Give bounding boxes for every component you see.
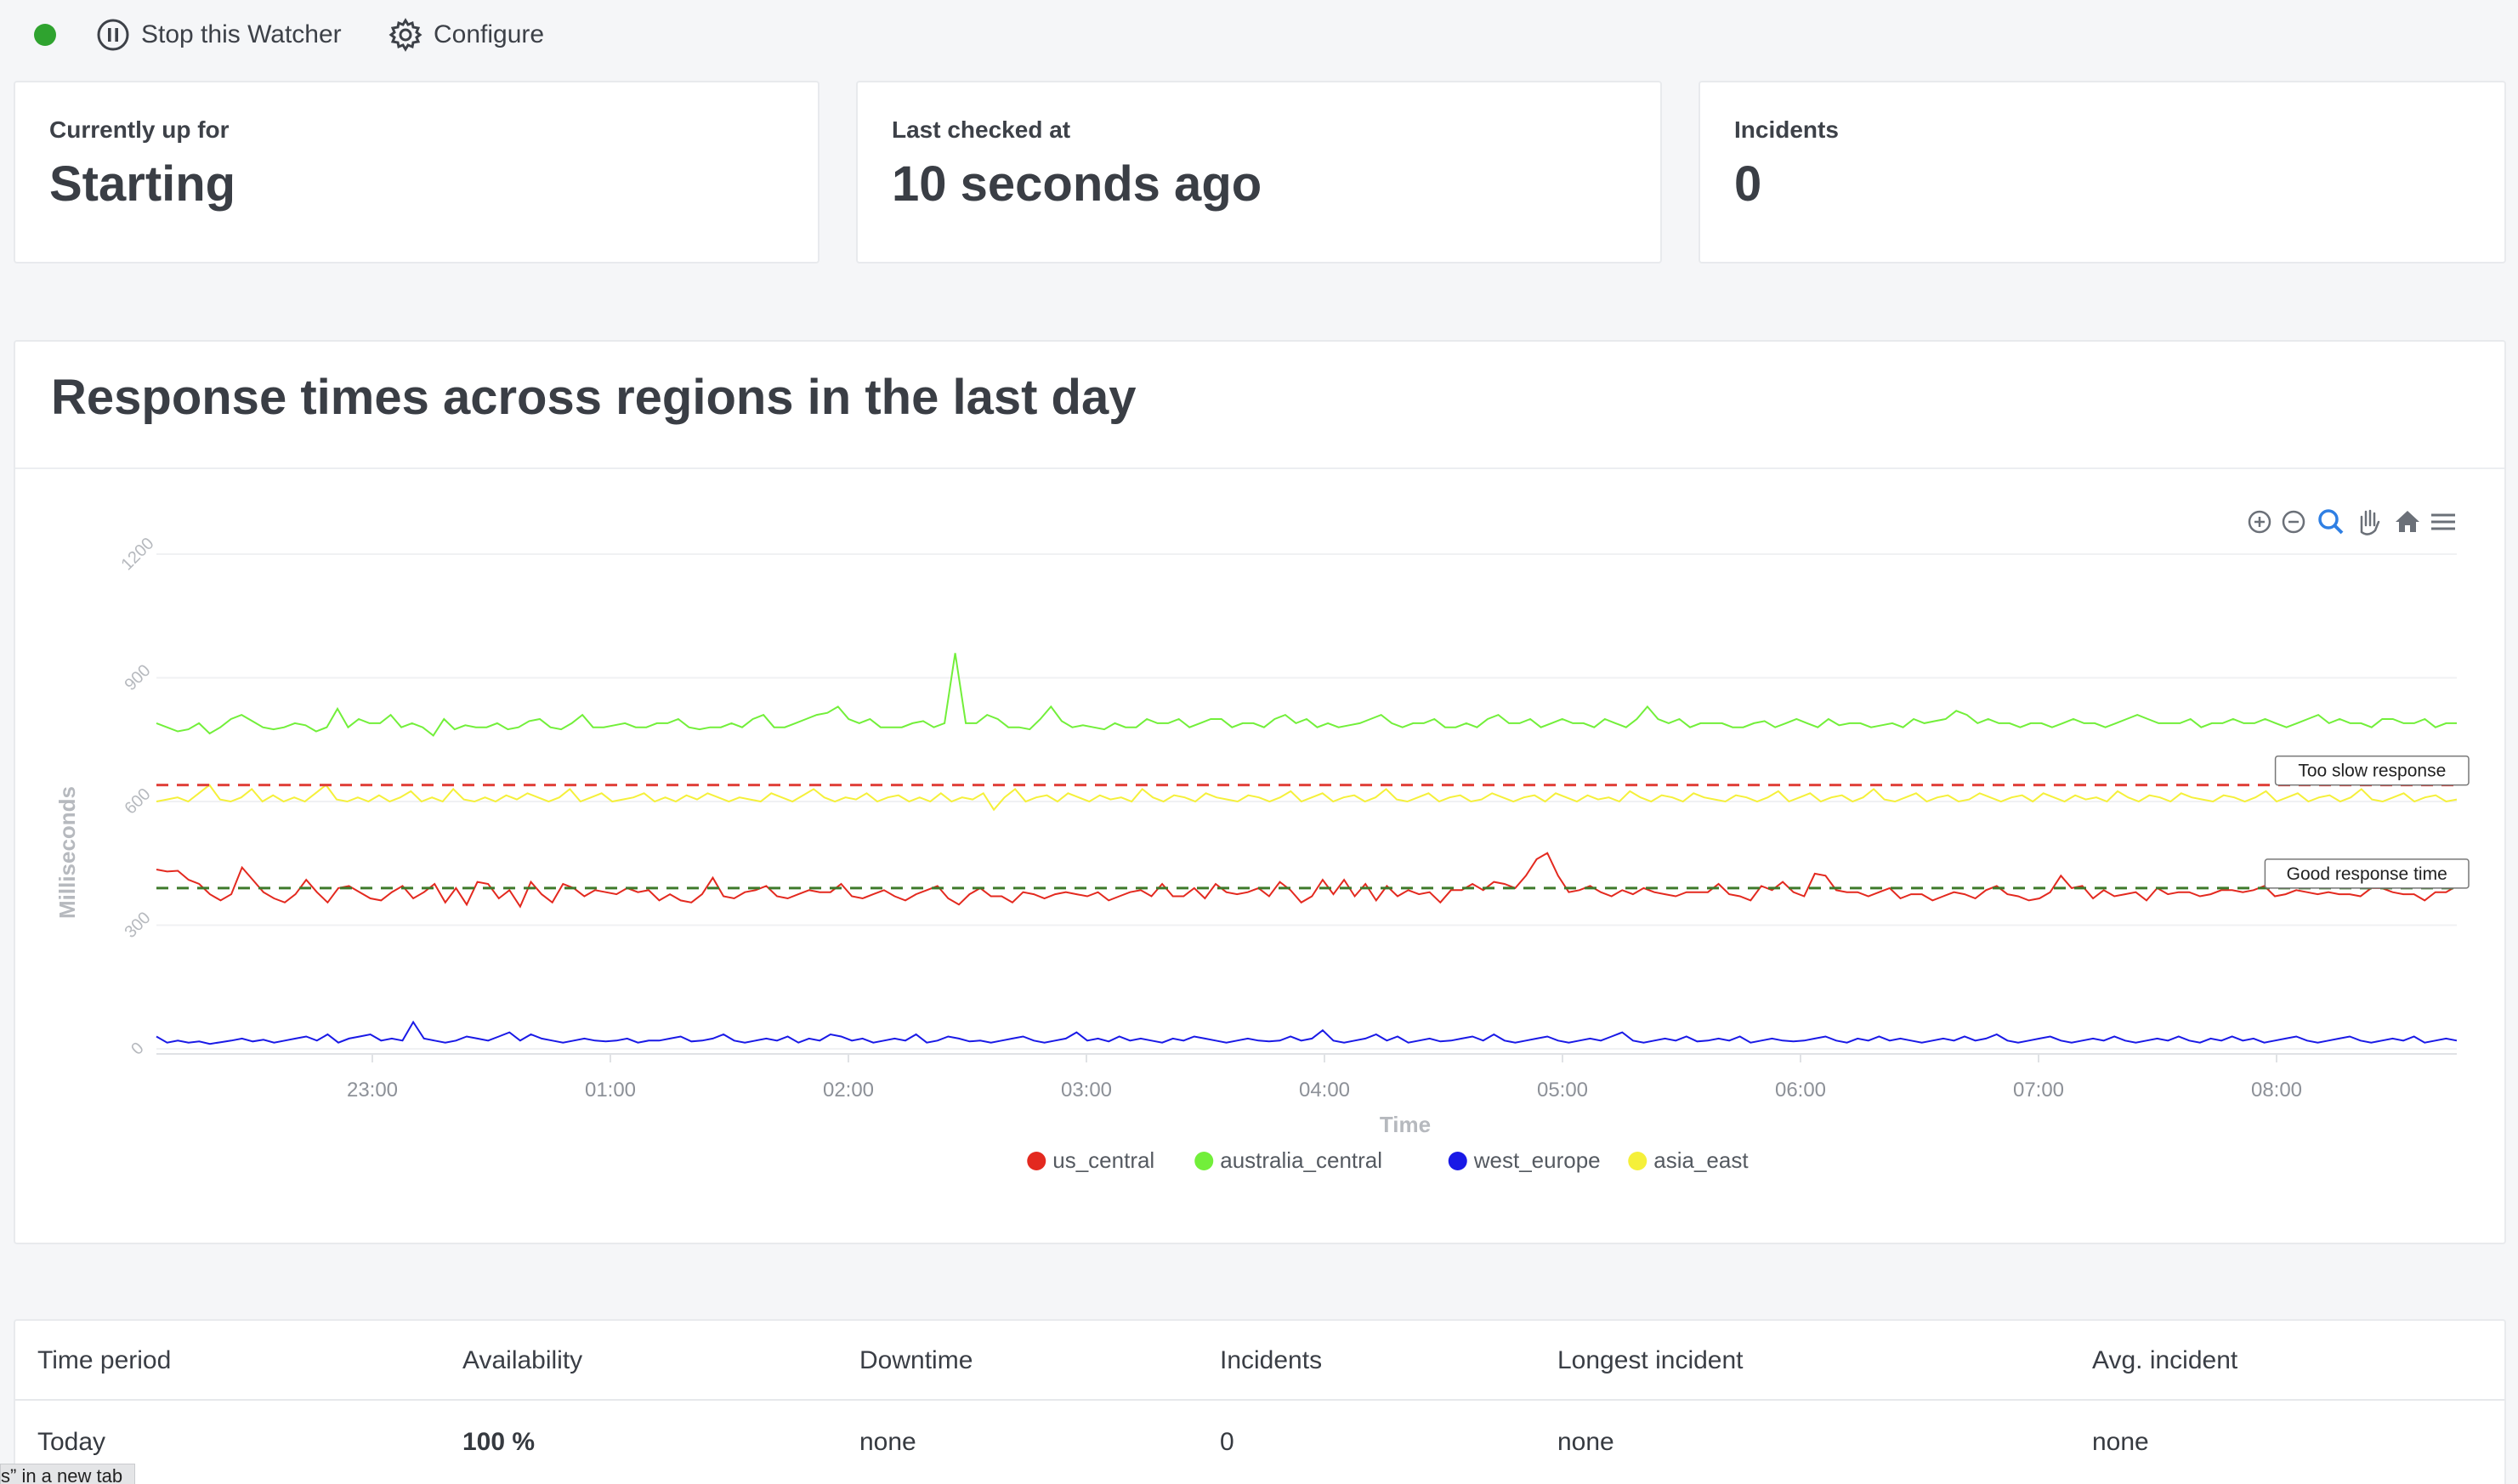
threshold-label-box xyxy=(2274,755,2470,786)
header-availability: Availability xyxy=(462,1346,583,1374)
availability-table: Time period Availability Downtime Incide… xyxy=(14,1319,2506,1484)
table-header-row: Time period Availability Downtime Incide… xyxy=(15,1321,2504,1401)
gear-icon xyxy=(388,18,423,52)
x-tick-label: 07:00 xyxy=(2013,1079,2064,1102)
response-times-card: Response times across regions in the las… xyxy=(14,340,2506,1244)
y-axis-title: Milliseconds xyxy=(54,786,80,919)
status-bar-tooltip: s” in a new tab xyxy=(0,1464,136,1484)
series-line-australia_central xyxy=(156,653,2457,737)
series-line-us_central xyxy=(156,852,2458,909)
legend-marker-us_central[interactable] xyxy=(1027,1152,1046,1170)
threshold-label: Too slow response xyxy=(2298,762,2446,781)
x-tick-label: 03:00 xyxy=(1061,1079,1112,1102)
uptime-label: Currently up for xyxy=(49,116,230,143)
x-tick-label: 02:00 xyxy=(823,1079,874,1102)
x-tick-label: 06:00 xyxy=(1775,1079,1826,1102)
status-indicator xyxy=(34,24,56,46)
legend-marker-australia_central[interactable] xyxy=(1194,1152,1214,1170)
legend-item-us_central[interactable]: us_central xyxy=(1052,1147,1154,1173)
y-tick-label: 0 xyxy=(128,1039,147,1058)
reset-home-icon[interactable] xyxy=(2396,511,2419,532)
chart-title: Response times across regions in the las… xyxy=(51,370,1137,425)
x-tick-label: 08:00 xyxy=(2251,1079,2302,1102)
header-downtime: Downtime xyxy=(859,1346,973,1374)
incidents-card: Incidents 0 xyxy=(1699,81,2506,263)
y-tick-label: 900 xyxy=(121,661,154,694)
series-line-asia_east xyxy=(156,784,2458,812)
cell-incidents: 0 xyxy=(1220,1428,1234,1456)
cell-downtime: none xyxy=(859,1428,916,1456)
configure-label: Configure xyxy=(434,20,545,48)
pan-icon[interactable] xyxy=(2360,509,2380,535)
stop-watcher-button[interactable]: Stop this Watcher xyxy=(95,15,342,54)
y-tick-label: 600 xyxy=(121,784,154,818)
x-tick-label: 23:00 xyxy=(347,1079,398,1102)
incidents-value: 0 xyxy=(1734,156,1762,212)
selection-zoom-icon[interactable] xyxy=(2318,509,2344,535)
header-longest-incident: Longest incident xyxy=(1557,1346,1744,1374)
legend-marker-asia_east[interactable] xyxy=(1628,1152,1647,1170)
table-row: Today 100 % none 0 none none xyxy=(15,1402,2504,1484)
stop-watcher-label: Stop this Watcher xyxy=(141,20,342,48)
header-avg-incident: Avg. incident xyxy=(2092,1346,2238,1374)
legend-item-asia_east[interactable]: asia_east xyxy=(1653,1147,1749,1173)
x-tick-label: 05:00 xyxy=(1537,1079,1588,1102)
legend-item-west_europe[interactable]: west_europe xyxy=(1473,1147,1601,1173)
y-tick-label: 300 xyxy=(121,909,154,942)
response-times-chart[interactable]: 0 300 600 900 1200 23:00 01:00 02:00 03:00 04:00 0… xyxy=(15,469,2504,1243)
x-tick-label: 01:00 xyxy=(585,1079,636,1102)
legend-marker-west_europe[interactable] xyxy=(1448,1152,1467,1170)
header-incidents: Incidents xyxy=(1220,1346,1323,1374)
x-tick-label: 04:00 xyxy=(1299,1079,1350,1102)
threshold-label: Good response time xyxy=(2287,864,2447,884)
watcher-toolbar: Stop this Watcher Configure xyxy=(0,0,2518,70)
last-checked-value: 10 seconds ago xyxy=(892,156,1262,212)
configure-button[interactable]: Configure xyxy=(388,15,544,54)
menu-icon[interactable] xyxy=(2431,513,2455,530)
cell-longest-incident: none xyxy=(1557,1428,1614,1456)
divider xyxy=(15,467,2504,469)
series-line-west_europe xyxy=(156,1020,2458,1045)
y-tick-label: 1200 xyxy=(117,534,157,574)
uptime-card: Currently up for Starting xyxy=(14,81,819,263)
last-checked-label: Last checked at xyxy=(892,116,1071,143)
pause-circle-icon xyxy=(97,19,129,51)
legend-item-australia_central[interactable]: australia_central xyxy=(1220,1147,1382,1173)
zoom-in-icon[interactable] xyxy=(2248,510,2271,534)
last-checked-card: Last checked at 10 seconds ago xyxy=(856,81,1662,263)
cell-avg-incident: none xyxy=(2092,1428,2149,1456)
zoom-out-icon[interactable] xyxy=(2282,510,2305,534)
threshold-label-box xyxy=(2264,858,2470,889)
cell-availability: 100 % xyxy=(462,1428,536,1456)
incidents-label: Incidents xyxy=(1734,116,1839,143)
cell-time-period: Today xyxy=(37,1428,106,1456)
uptime-value: Starting xyxy=(49,156,236,212)
x-axis-title: Time xyxy=(1380,1112,1431,1137)
header-time-period: Time period xyxy=(37,1346,172,1374)
